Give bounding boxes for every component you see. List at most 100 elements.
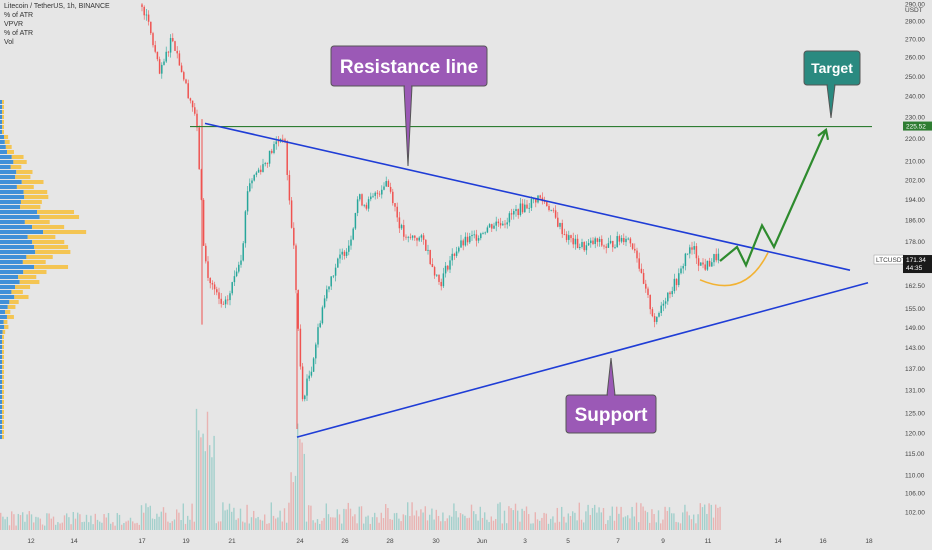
candle-body: [486, 227, 489, 233]
candle-body: [275, 141, 277, 145]
vpvr-bar-down: [22, 260, 46, 264]
candle-body: [407, 236, 409, 238]
volume-bar: [385, 504, 387, 530]
volume-bar: [418, 516, 420, 530]
volume-bar: [591, 508, 594, 530]
drawings: [190, 122, 872, 438]
vpvr-bar-up: [0, 190, 24, 194]
candle-body: [519, 203, 522, 216]
vpvr-bar-up: [0, 325, 5, 329]
candle-body: [400, 225, 403, 229]
projection-path[interactable]: [719, 129, 828, 268]
volume-bar: [13, 514, 15, 530]
candle-body: [708, 260, 711, 267]
candle-body: [576, 238, 579, 249]
candle-body: [627, 238, 629, 240]
vpvr-bar-up: [0, 145, 6, 149]
volume-bar: [455, 511, 457, 530]
candle-body: [396, 206, 398, 218]
volume-bar: [376, 517, 378, 530]
candle-body: [484, 232, 486, 234]
candle-body: [704, 264, 706, 270]
volume-bar: [440, 521, 442, 530]
volume-bar: [594, 504, 596, 530]
volume-bar: [345, 509, 347, 530]
axes: 102.00 106.00 110.00 115.00 120.00 125.00 131.…: [27, 2, 932, 545]
volume-bar: [105, 517, 107, 530]
vpvr-bar-down: [2, 400, 4, 404]
candle-body: [154, 45, 156, 52]
legend-indicator-vpvr[interactable]: VPVR: [4, 21, 24, 28]
price-tick-label: 202.00: [905, 177, 925, 184]
candle-body: [548, 206, 550, 211]
volume-bar: [48, 513, 50, 530]
legend-indicator-vol[interactable]: Vol: [4, 39, 14, 46]
candle-body: [387, 181, 390, 187]
last-price-tag: [903, 255, 932, 274]
vpvr-bar-up: [0, 200, 21, 204]
volume-bar: [715, 504, 717, 530]
candle-body: [653, 316, 656, 322]
candle-body: [678, 273, 680, 286]
volume-bar: [182, 503, 184, 530]
support-line[interactable]: [296, 282, 869, 438]
volume-bar: [316, 519, 319, 530]
candle-body: [669, 292, 671, 295]
vpvr-bar-up: [0, 240, 33, 244]
volume-bar: [90, 515, 92, 530]
volume-bar: [490, 516, 492, 530]
volume-bar: [349, 508, 352, 530]
vpvr-bar-up: [0, 245, 35, 249]
legend-symbol[interactable]: Litecoin / TetherUS, 1h, BINANCE: [4, 3, 110, 10]
time-tick-label: 5: [566, 538, 570, 545]
volume-bar: [459, 513, 462, 530]
volume-bar: [200, 437, 202, 530]
candle-body: [433, 267, 436, 276]
vpvr-bar-up: [0, 370, 2, 374]
candle-body: [271, 150, 273, 153]
volume-bar: [290, 472, 292, 530]
time-tick-label: 18: [865, 538, 873, 545]
vpvr-bar-up: [0, 255, 27, 259]
vpvr-bar-down: [2, 100, 4, 104]
rounded-bottom-curve[interactable]: [699, 252, 769, 287]
volume-bar: [506, 523, 508, 530]
resistance-line[interactable]: [204, 122, 851, 271]
volume-bar: [19, 515, 22, 530]
candle-body: [429, 249, 431, 265]
candle-body: [715, 254, 717, 261]
candlesticks: [141, 3, 720, 430]
volume-bar: [30, 514, 33, 530]
candle-body: [240, 260, 242, 265]
candle-body: [359, 194, 361, 200]
vpvr-bar-down: [32, 225, 65, 229]
candle-body: [392, 191, 394, 204]
vpvr-bar-down: [4, 135, 9, 139]
candle-body: [645, 283, 647, 289]
vpvr-bar-down: [13, 160, 27, 164]
candle-body: [211, 283, 214, 285]
candle-body: [660, 305, 662, 313]
legend-indicator-atr[interactable]: % of ATR: [4, 12, 34, 19]
candle-body: [495, 221, 497, 226]
volume-bar: [605, 523, 607, 530]
candle-body: [554, 210, 557, 218]
candle-body: [200, 169, 203, 200]
volume-bar: [363, 523, 365, 530]
candle-body: [662, 303, 665, 306]
candle-body: [469, 236, 471, 243]
candle-body: [235, 271, 238, 277]
candle-body: [526, 204, 528, 209]
price-tick-label: 220.00: [905, 136, 925, 143]
candle-body: [180, 65, 183, 73]
vpvr-bar-down: [2, 425, 4, 429]
volume-bar: [270, 502, 272, 530]
vpvr-bar-up: [0, 320, 4, 324]
volume-bar: [561, 506, 563, 530]
legend-indicator-atr-2[interactable]: % of ATR: [4, 30, 34, 37]
candle-body: [673, 278, 676, 292]
candle-body: [488, 224, 491, 228]
volume-bar: [206, 411, 209, 530]
vpvr-bar-up: [0, 275, 19, 279]
volume-bar: [409, 515, 411, 530]
